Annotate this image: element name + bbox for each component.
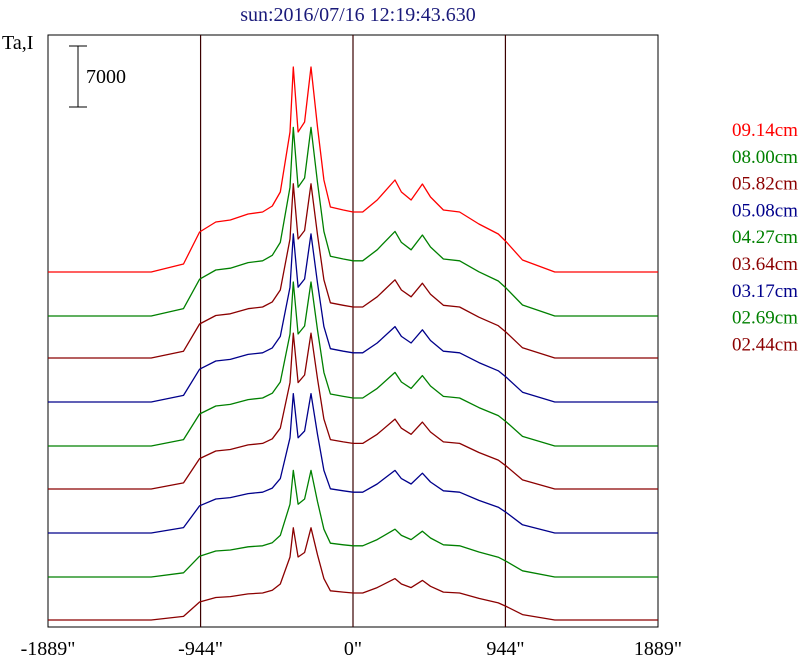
legend-entry: 02.44cm <box>732 334 798 355</box>
series-line-5 <box>48 332 658 490</box>
legend-entry: 03.64cm <box>732 254 798 275</box>
series-line-7 <box>48 469 658 578</box>
series-lines <box>48 66 658 621</box>
legend-entry: 09.14cm <box>732 120 798 141</box>
legend-entry: 02.69cm <box>732 308 798 329</box>
legend-entry: 04.27cm <box>732 227 798 248</box>
chart-title: sun:2016/07/16 12:19:43.630 <box>240 4 476 26</box>
legend-entry: 05.08cm <box>732 200 798 221</box>
series-line-1 <box>48 126 658 317</box>
legend: 09.14cm 08.00cm 05.82cm 05.08cm 04.27cm 03.64… <box>732 120 798 355</box>
scale-bar: 7000 <box>69 45 126 108</box>
x-tick-label: -1889" <box>21 638 76 660</box>
legend-entry: 08.00cm <box>732 147 798 168</box>
legend-entry: 03.17cm <box>732 281 798 302</box>
series-line-0 <box>48 66 658 273</box>
scale-bar-label: 7000 <box>86 66 126 88</box>
x-tick-label: 1889" <box>634 638 682 660</box>
y-axis-label: Ta,I <box>2 32 33 54</box>
series-line-6 <box>48 392 658 534</box>
x-tick-label: 0" <box>344 638 362 660</box>
series-line-3 <box>48 233 658 403</box>
series-line-4 <box>48 281 658 447</box>
legend-entry: 05.82cm <box>732 174 798 195</box>
x-tick-label: -944" <box>178 638 223 660</box>
series-line-2 <box>48 183 658 359</box>
series-line-8 <box>48 527 658 621</box>
reference-lines <box>199 35 507 627</box>
x-tick-labels: -1889" -944" 0" 944" 1889" <box>21 638 683 660</box>
x-tick-label: 944" <box>486 638 524 660</box>
